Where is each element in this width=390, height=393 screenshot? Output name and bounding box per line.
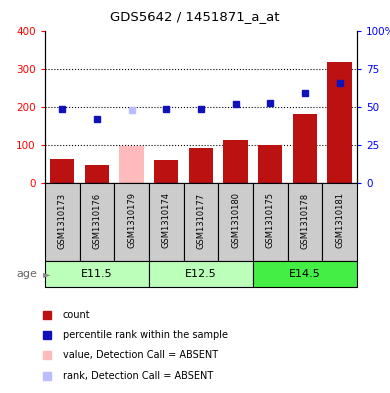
Bar	[223, 140, 248, 183]
Text: GSM1310175: GSM1310175	[266, 193, 275, 248]
Bar	[327, 62, 352, 183]
Bar	[293, 114, 317, 183]
Bar	[253, 261, 357, 287]
Bar	[149, 183, 184, 261]
Text: rank, Detection Call = ABSENT: rank, Detection Call = ABSENT	[63, 371, 213, 380]
Text: GSM1310176: GSM1310176	[92, 193, 101, 248]
Bar	[85, 165, 109, 183]
Bar	[184, 183, 218, 261]
Text: GSM1310180: GSM1310180	[231, 193, 240, 248]
Bar	[119, 146, 144, 183]
Text: age: age	[16, 269, 37, 279]
Text: GSM1310178: GSM1310178	[300, 193, 309, 248]
Text: E14.5: E14.5	[289, 269, 321, 279]
Bar	[322, 183, 357, 261]
Bar	[258, 145, 282, 183]
Bar	[253, 183, 287, 261]
Text: GSM1310174: GSM1310174	[162, 193, 171, 248]
Bar	[80, 183, 114, 261]
Text: GSM1310177: GSM1310177	[196, 193, 206, 248]
Bar	[218, 183, 253, 261]
Text: GDS5642 / 1451871_a_at: GDS5642 / 1451871_a_at	[110, 10, 280, 23]
Text: GSM1310173: GSM1310173	[58, 193, 67, 248]
Bar	[149, 261, 253, 287]
Text: count: count	[63, 310, 90, 320]
Text: value, Detection Call = ABSENT: value, Detection Call = ABSENT	[63, 350, 218, 360]
Bar	[45, 261, 149, 287]
Bar	[287, 183, 322, 261]
Text: E12.5: E12.5	[185, 269, 217, 279]
Bar	[50, 159, 74, 183]
Bar	[154, 160, 178, 183]
Text: GSM1310181: GSM1310181	[335, 193, 344, 248]
Bar	[114, 183, 149, 261]
Text: ►: ►	[43, 269, 50, 279]
Text: GSM1310179: GSM1310179	[127, 193, 136, 248]
Text: E11.5: E11.5	[81, 269, 113, 279]
Bar	[189, 148, 213, 183]
Text: percentile rank within the sample: percentile rank within the sample	[63, 330, 228, 340]
Bar	[45, 183, 80, 261]
